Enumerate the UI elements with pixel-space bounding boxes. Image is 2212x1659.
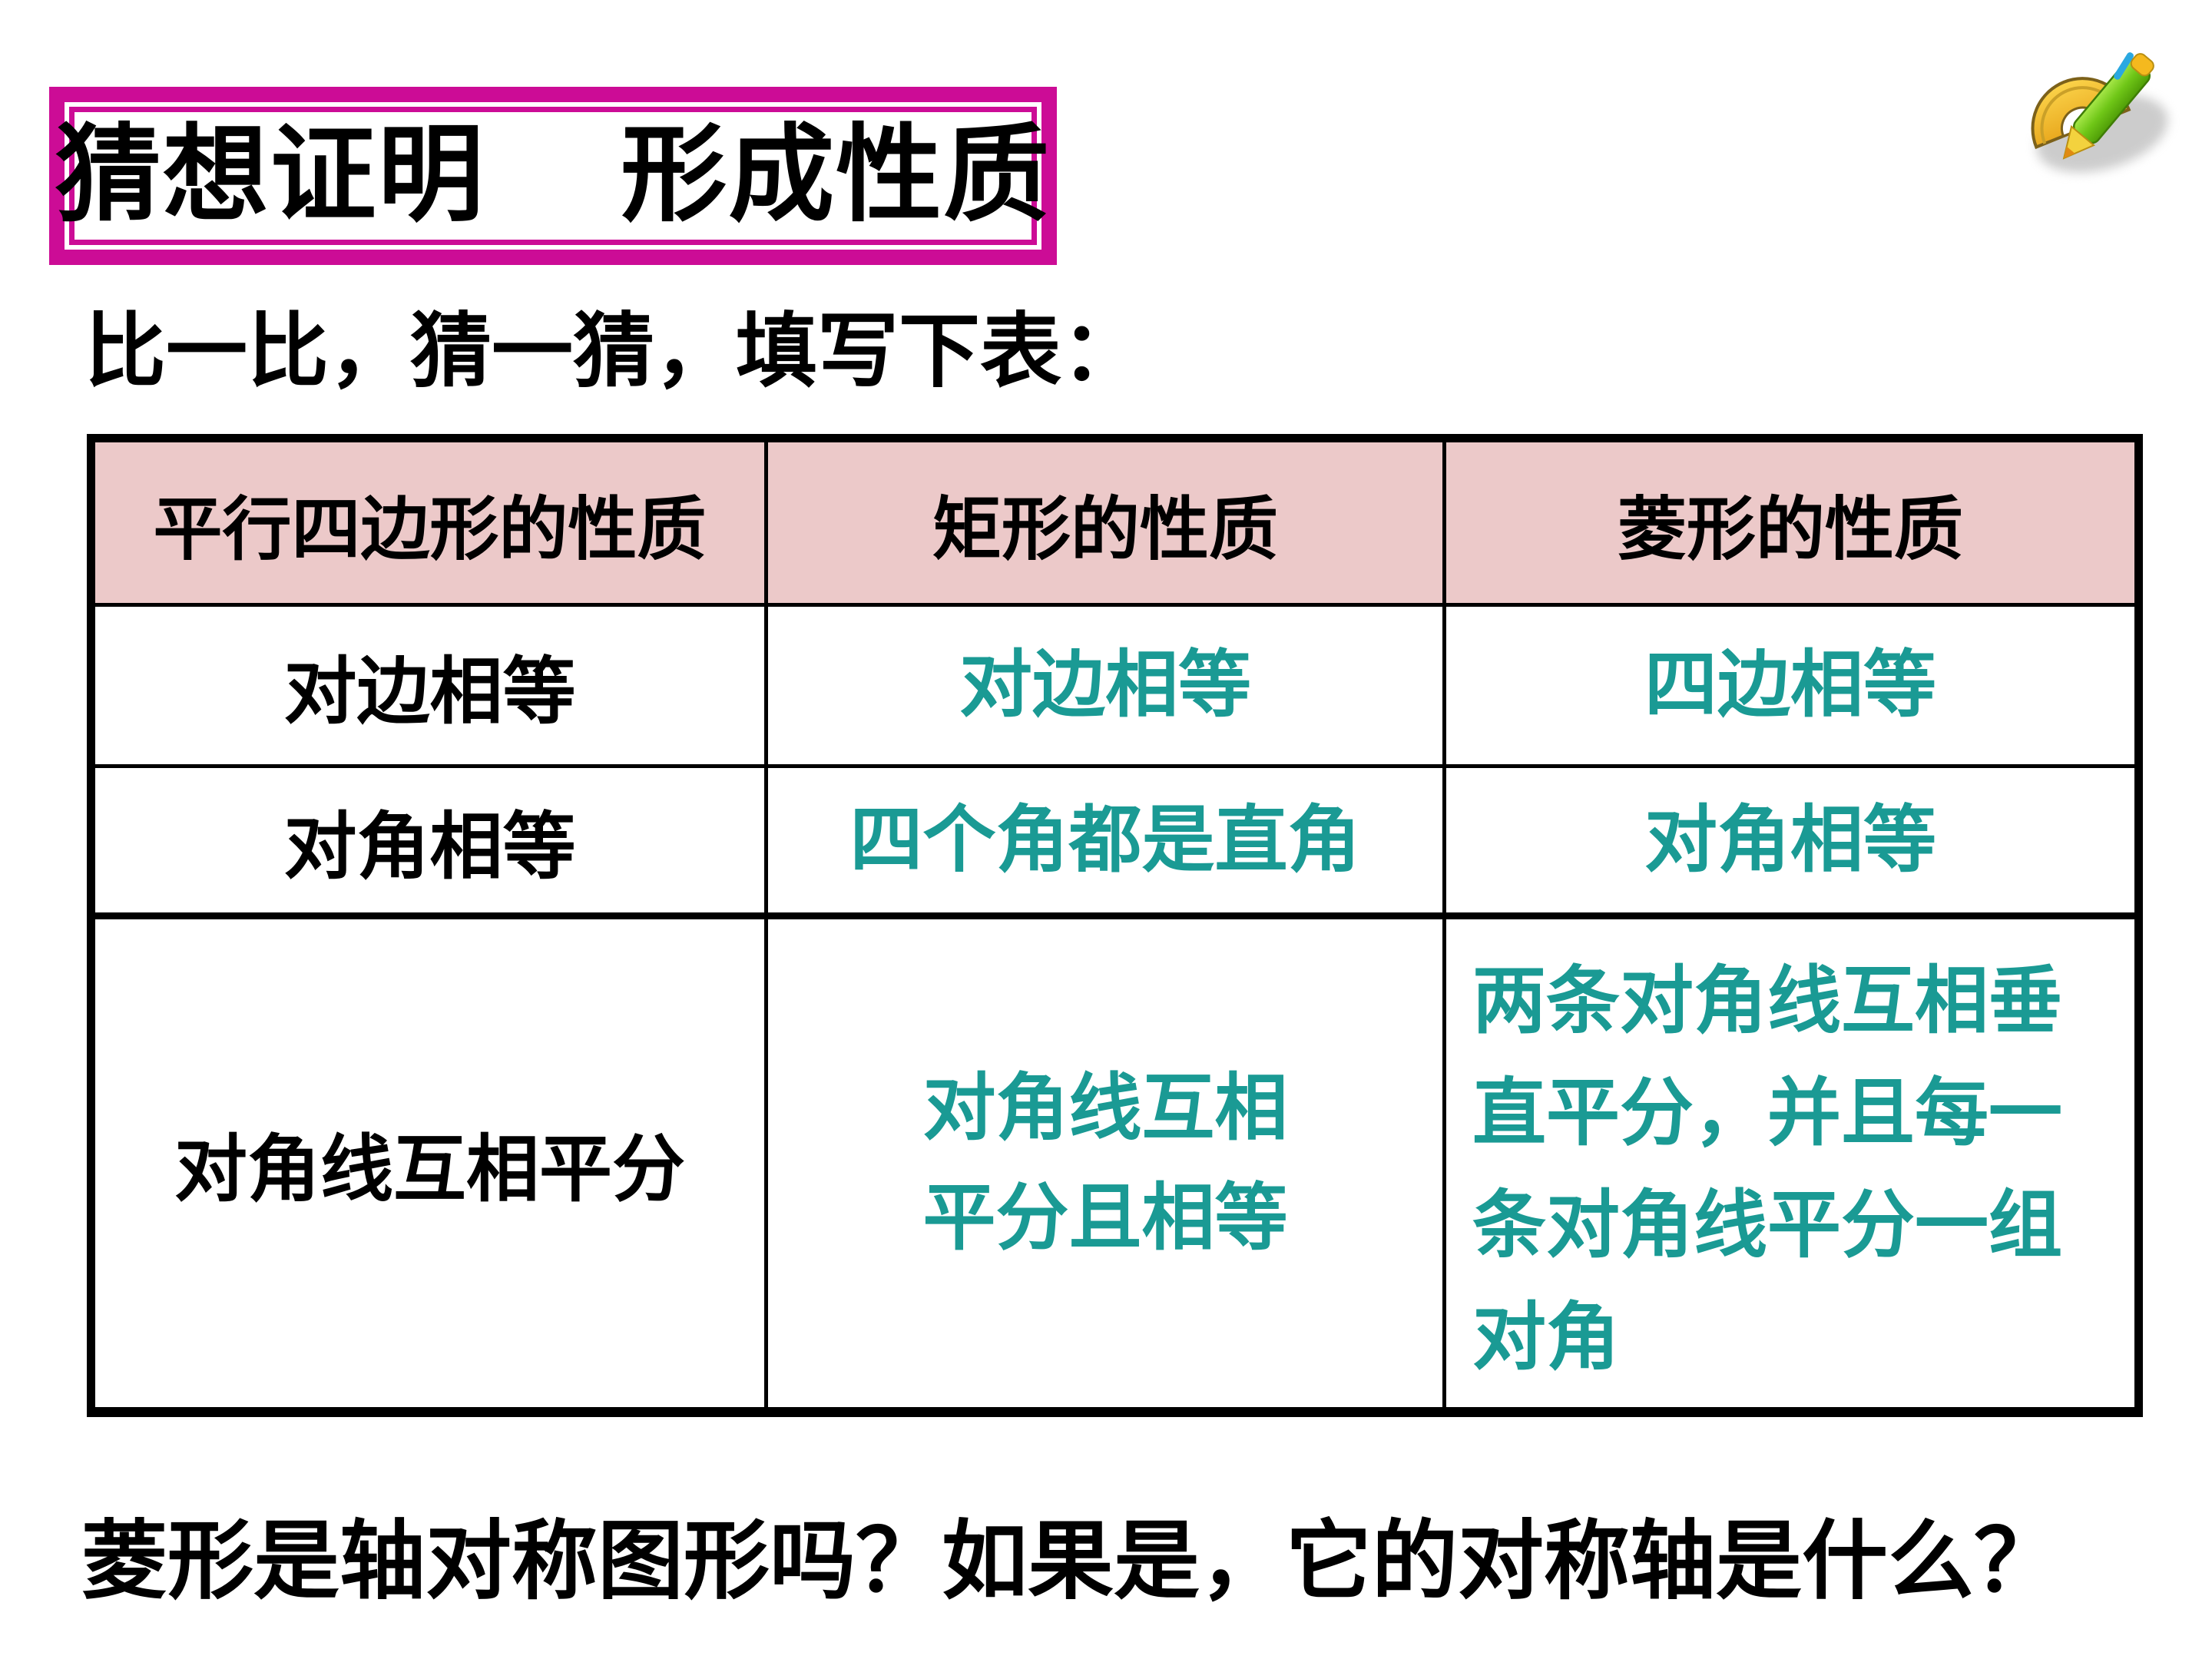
cell-parallelogram-diagonals: 对角线互相平分: [95, 919, 768, 1407]
properties-table: 平行四边形的性质 矩形的性质 菱形的性质 对边相等 对边相等 四边相等 对角相等…: [87, 434, 2143, 1417]
cell-rhombus-diagonals: 两条对角线互相垂 直平分，并且每一 条对角线平分一组 对角: [1472, 960, 2062, 1379]
cell-rhombus-angles: 对角相等: [1446, 768, 2134, 919]
header-parallelogram-properties: 平行四边形的性质: [95, 442, 768, 607]
cell-rectangle-angles: 四个角都是直角: [768, 768, 1446, 919]
cell-rectangle-diagonals: 对角线互相 平分且相等: [768, 919, 1446, 1407]
cell-rectangle-sides: 对边相等: [768, 607, 1446, 768]
header-rectangle-properties: 矩形的性质: [768, 442, 1446, 607]
cell-rhombus-sides: 四边相等: [1446, 607, 2134, 768]
cell-parallelogram-sides: 对边相等: [95, 607, 768, 768]
header-rhombus-properties: 菱形的性质: [1446, 442, 2134, 607]
title-box-inner-frame: 猜想证明 形成性质: [55, 107, 1049, 245]
protractor-and-pencil-icon: [2031, 52, 2168, 173]
page-title: 猜想证明 形成性质: [55, 117, 1051, 234]
title-box: 猜想证明 形成性质: [49, 87, 1057, 265]
footer-question-text: 菱形是轴对称图形吗？如果是，它的对称轴是什么？: [81, 1515, 2060, 1610]
pencil-shape: [2062, 52, 2154, 160]
cell-parallelogram-angles: 对角相等: [95, 768, 768, 919]
subtitle-text: 比一比，猜一猜，填写下表：: [84, 307, 1143, 397]
